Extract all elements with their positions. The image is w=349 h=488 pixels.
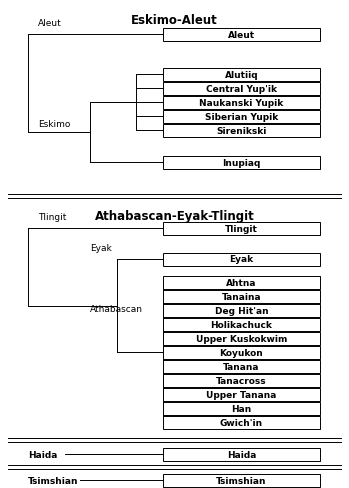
Text: Naukanski Yupik: Naukanski Yupik: [199, 98, 284, 107]
Text: Central Yup'ik: Central Yup'ik: [206, 84, 277, 93]
Text: Tlingit: Tlingit: [225, 224, 258, 233]
Text: Ahtna: Ahtna: [226, 278, 257, 287]
FancyBboxPatch shape: [163, 447, 320, 461]
Text: Deg Hit'an: Deg Hit'an: [215, 306, 268, 315]
Text: Inupiaq: Inupiaq: [222, 158, 261, 167]
FancyBboxPatch shape: [163, 387, 320, 401]
Text: Tsimshian: Tsimshian: [216, 475, 267, 485]
FancyBboxPatch shape: [163, 68, 320, 81]
FancyBboxPatch shape: [163, 96, 320, 109]
Text: Tlingit: Tlingit: [38, 213, 66, 222]
Text: Haida: Haida: [227, 449, 256, 459]
Text: Tanaina: Tanaina: [222, 292, 261, 301]
Text: Eskimo-Aleut: Eskimo-Aleut: [131, 14, 218, 27]
FancyBboxPatch shape: [163, 346, 320, 359]
FancyBboxPatch shape: [163, 222, 320, 235]
FancyBboxPatch shape: [163, 402, 320, 415]
Text: Sirenikski: Sirenikski: [216, 126, 267, 135]
FancyBboxPatch shape: [163, 473, 320, 487]
FancyBboxPatch shape: [163, 276, 320, 289]
Text: Tsimshian: Tsimshian: [28, 475, 79, 485]
Text: Han: Han: [231, 404, 252, 413]
Text: Eskimo: Eskimo: [38, 120, 70, 129]
Text: Tanacross: Tanacross: [216, 376, 267, 385]
FancyBboxPatch shape: [163, 318, 320, 331]
Text: Tanana: Tanana: [223, 362, 260, 371]
FancyBboxPatch shape: [163, 156, 320, 169]
FancyBboxPatch shape: [163, 332, 320, 345]
Text: Koyukon: Koyukon: [220, 348, 263, 357]
FancyBboxPatch shape: [163, 82, 320, 95]
FancyBboxPatch shape: [163, 360, 320, 373]
Text: Siberian Yupik: Siberian Yupik: [205, 112, 278, 121]
Text: Upper Kuskokwim: Upper Kuskokwim: [196, 334, 287, 343]
FancyBboxPatch shape: [163, 416, 320, 428]
Text: Athabascan-Eyak-Tlingit: Athabascan-Eyak-Tlingit: [95, 209, 254, 223]
Text: Gwich'in: Gwich'in: [220, 418, 263, 427]
Text: Athabascan: Athabascan: [90, 305, 143, 313]
Text: Holikachuck: Holikachuck: [210, 320, 273, 329]
Text: Eyak: Eyak: [229, 255, 254, 264]
FancyBboxPatch shape: [163, 110, 320, 123]
FancyBboxPatch shape: [163, 290, 320, 303]
FancyBboxPatch shape: [163, 28, 320, 41]
FancyBboxPatch shape: [163, 374, 320, 386]
Text: Upper Tanana: Upper Tanana: [206, 390, 277, 399]
Text: Haida: Haida: [28, 449, 57, 459]
FancyBboxPatch shape: [163, 253, 320, 266]
Text: Eyak: Eyak: [90, 244, 112, 252]
Text: Alutiiq: Alutiiq: [225, 70, 258, 80]
Text: Aleut: Aleut: [228, 30, 255, 40]
FancyBboxPatch shape: [163, 124, 320, 137]
Text: Aleut: Aleut: [38, 19, 62, 28]
FancyBboxPatch shape: [163, 304, 320, 317]
